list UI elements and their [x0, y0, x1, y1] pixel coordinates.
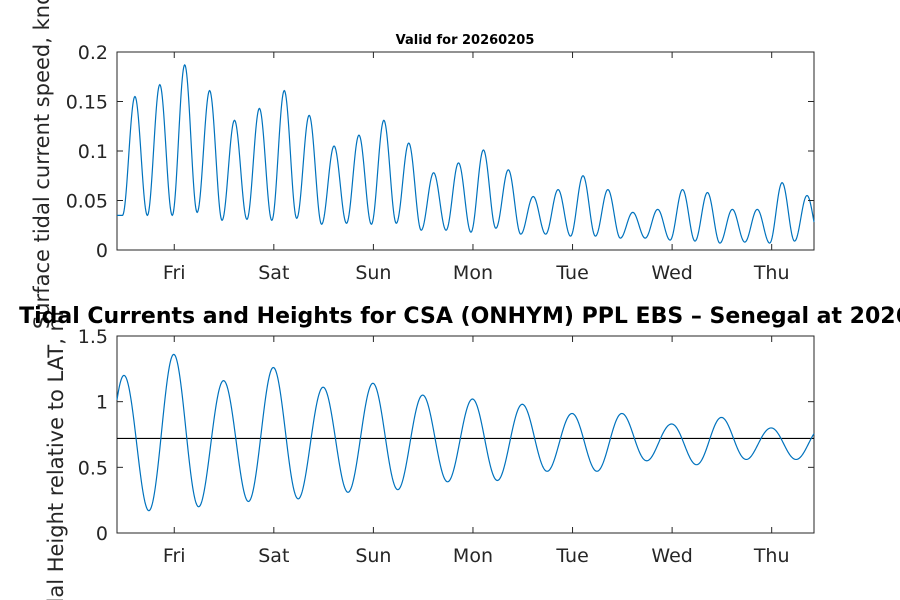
ytick-label: 0	[96, 240, 108, 262]
xtick-label-sun: Sun	[355, 545, 391, 567]
current-speed-axes: 0 0.05 0.1 0.15 0.2 Fri Sat Sun Mon Tue Wed Thu Va…	[30, 0, 815, 329]
xtick-label-sat: Sat	[258, 545, 289, 567]
xtick-label-sat: Sat	[258, 262, 289, 284]
xtick-label-tue: Tue	[555, 262, 588, 284]
main-title: Tidal Currents and Heights for CSA (ONHY…	[19, 304, 900, 329]
xtick-label-thu: Thu	[753, 262, 790, 284]
ytick-label: 0.15	[66, 92, 108, 114]
xtick-label-fri: Fri	[163, 262, 186, 284]
ytick-label: 0	[96, 523, 108, 545]
current-speed-ylabel: Surface tidal current speed, knots	[30, 0, 54, 329]
xtick-label-fri: Fri	[163, 545, 186, 567]
ytick-label: 0.05	[66, 191, 108, 213]
ytick-label: 0.2	[78, 42, 108, 64]
current-speed-axes-box	[116, 51, 815, 251]
ytick-label: 1	[96, 392, 108, 414]
xtick-label-sun: Sun	[355, 262, 391, 284]
tidal-height-ylabel: Tidal Height relative to LAT, m	[44, 311, 68, 600]
ytick-label: 0.5	[78, 457, 108, 479]
xtick-label-thu: Thu	[753, 545, 790, 567]
xtick-label-mon: Mon	[453, 545, 493, 567]
xtick-label-tue: Tue	[555, 545, 588, 567]
tidal-height-line	[116, 353, 815, 512]
ytick-label: 1.5	[78, 326, 108, 348]
tidal-height-axes-box	[116, 335, 815, 534]
xtick-label-wed: Wed	[651, 545, 692, 567]
xtick-label-mon: Mon	[453, 262, 493, 284]
tidal-height-axes: 0 0.5 1 1.5 Fri Sat Sun Mon Tue Wed Thu Tidal Hei…	[44, 311, 815, 600]
current-speed-line	[117, 63, 815, 244]
xtick-label-wed: Wed	[651, 262, 692, 284]
subtitle-valid-date: Valid for 20260205	[396, 33, 535, 48]
ytick-label: 0.1	[78, 141, 108, 163]
